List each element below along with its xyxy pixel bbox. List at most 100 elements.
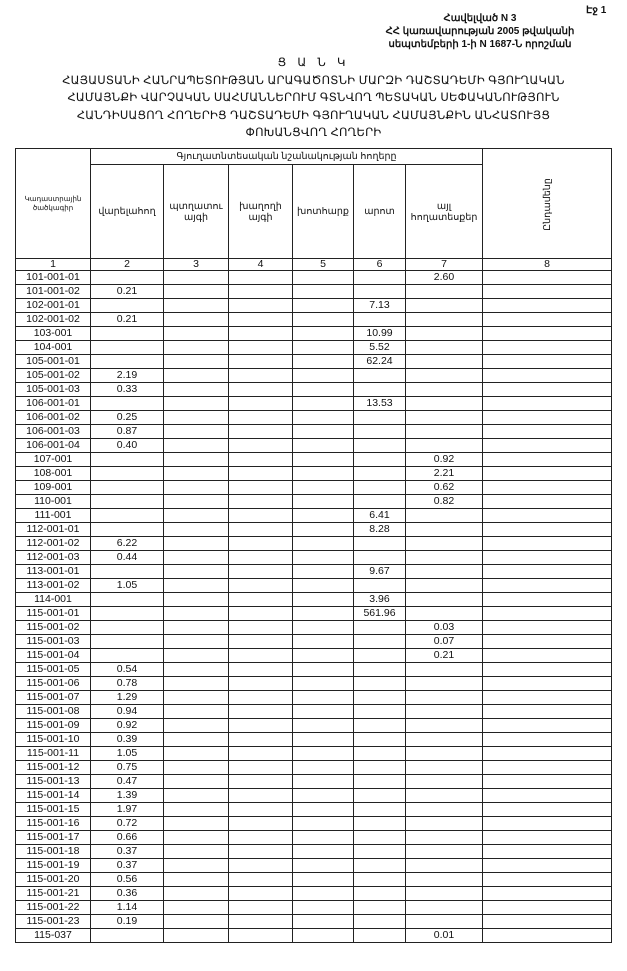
value-cell [292,564,354,579]
value-cell [482,732,613,747]
value-cell: 0.03 [404,620,484,635]
value-cell [228,886,293,901]
table-row: 106-001-03 0.87 [15,424,613,439]
value-cell [228,354,293,369]
value-cell: 1.39 [90,788,164,803]
value-cell [353,466,406,481]
value-cell [292,732,354,747]
value-cell [482,438,613,453]
value-cell [163,690,229,705]
value-cell [163,606,229,621]
appendix-reference: Հավելված N 3 ՀՀ կառավարության 2005 թվակա… [340,12,620,51]
cadastral-code-cell: 113-001-01 [15,564,91,579]
value-cell [292,900,354,915]
table-row: 115-001-19 0.37 [15,858,613,873]
value-cell: 1.29 [90,690,164,705]
value-cell [228,620,293,635]
title-line: ՀԱՅԱՍՏԱՆԻ ՀԱՆՐԱՊԵՏՈՒԹՅԱՆ ԱՐԱԳԱԾՈՏՆԻ ՄԱՐԶ… [62,74,565,87]
value-cell: 62.24 [353,354,406,369]
value-cell [482,816,613,831]
cadastral-code-cell: 104-001 [15,340,91,355]
value-cell [292,382,354,397]
cadastral-code-cell: 115-001-08 [15,704,91,719]
value-cell [90,648,164,663]
value-cell [163,634,229,649]
value-cell: 1.14 [90,900,164,915]
value-cell [90,620,164,635]
table-row: 108-001 2.21 [15,466,613,481]
value-cell [228,858,293,873]
value-cell [228,494,293,509]
value-cell [404,564,484,579]
appendix-line: ՀՀ կառավարության 2005 թվականի [385,26,575,37]
cadastral-code-cell: 102-001-02 [15,312,91,327]
cadastral-code-cell: 115-001-11 [15,746,91,761]
value-cell [163,676,229,691]
value-cell [292,508,354,523]
value-cell [163,648,229,663]
table-row: 112-001-03 0.44 [15,550,613,565]
value-cell [90,452,164,467]
header-other-land: այլ հողատեսքեր [404,164,484,259]
value-cell [163,312,229,327]
value-cell [163,284,229,299]
value-cell [228,690,293,705]
value-cell [353,634,406,649]
table-row: 101-001-02 0.21 [15,284,613,299]
table-row: 115-001-16 0.72 [15,816,613,831]
value-cell [404,410,484,425]
value-cell: 0.39 [90,732,164,747]
value-cell [482,704,613,719]
value-cell [292,312,354,327]
value-cell: 0.78 [90,676,164,691]
value-cell: 13.53 [353,396,406,411]
cadastral-code-cell: 115-001-03 [15,634,91,649]
value-cell [292,662,354,677]
value-cell [163,760,229,775]
value-cell [404,382,484,397]
value-cell [163,354,229,369]
value-cell [482,886,613,901]
value-cell [228,438,293,453]
table-row: 102-001-01 7.13 [15,298,613,313]
value-cell [404,298,484,313]
cadastral-code-cell: 115-001-17 [15,830,91,845]
value-cell [404,690,484,705]
cadastral-code-cell: 112-001-02 [15,536,91,551]
value-cell: 0.01 [404,928,484,943]
value-cell [228,270,293,285]
value-cell [228,746,293,761]
table-row: 115-001-11 1.05 [15,746,613,761]
value-cell [163,368,229,383]
table-row: 115-001-18 0.37 [15,844,613,859]
column-number: 8 [482,258,613,271]
value-cell [482,270,613,285]
value-cell: 0.19 [90,914,164,929]
value-cell [292,928,354,943]
value-cell [228,662,293,677]
cadastral-code-cell: 105-001-02 [15,368,91,383]
value-cell [163,830,229,845]
value-cell [228,284,293,299]
value-cell [163,802,229,817]
value-cell [163,774,229,789]
value-cell [292,354,354,369]
value-cell [404,676,484,691]
value-cell [404,536,484,551]
header-pasture: արոտ [353,164,406,259]
value-cell [404,368,484,383]
value-cell [292,438,354,453]
value-cell: 0.47 [90,774,164,789]
value-cell: 0.37 [90,844,164,859]
value-cell [404,746,484,761]
value-cell [292,830,354,845]
value-cell [228,844,293,859]
value-cell [482,354,613,369]
value-cell [353,494,406,509]
value-cell [353,886,406,901]
value-cell [353,732,406,747]
value-cell [482,466,613,481]
value-cell [353,550,406,565]
appendix-line: սեպտեմբերի 1-ի N 1687-Ն որոշման [388,39,572,50]
value-cell [228,508,293,523]
